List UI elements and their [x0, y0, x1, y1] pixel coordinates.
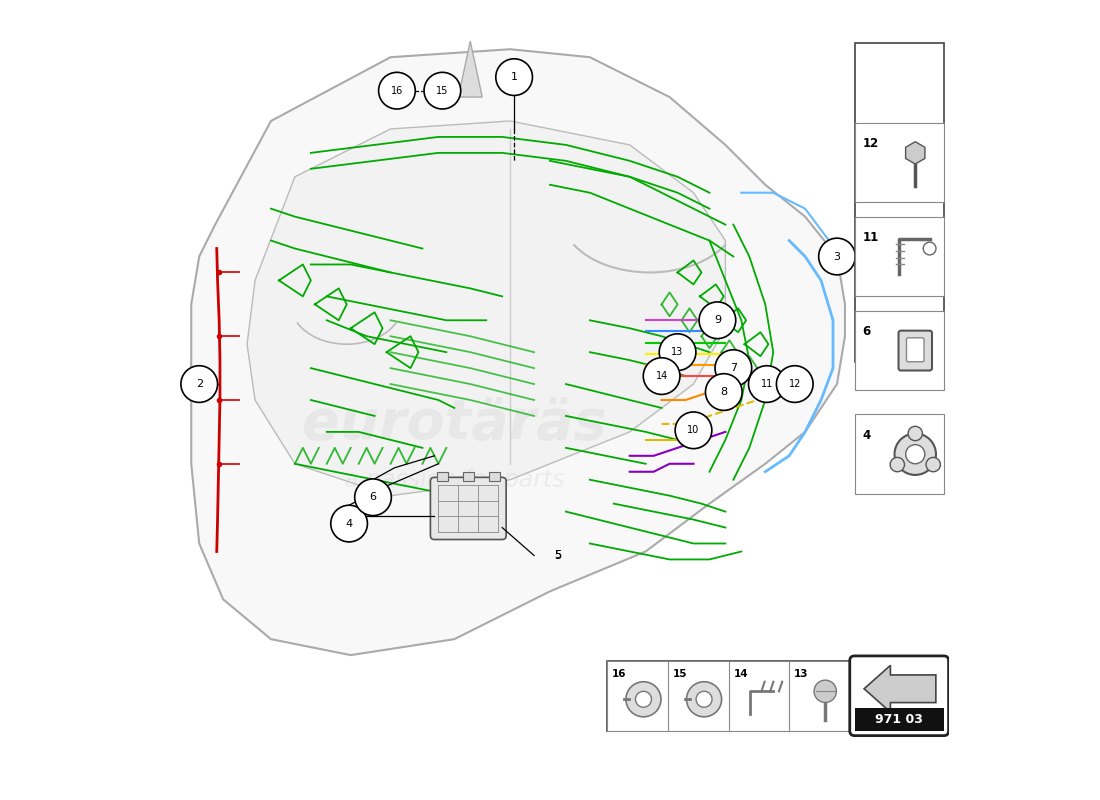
- Circle shape: [424, 72, 461, 109]
- Circle shape: [894, 434, 936, 475]
- Circle shape: [705, 374, 742, 410]
- Text: 12: 12: [862, 137, 879, 150]
- Circle shape: [496, 58, 532, 95]
- Bar: [855, 122, 944, 202]
- Circle shape: [748, 366, 785, 402]
- Text: 971 03: 971 03: [876, 713, 923, 726]
- Polygon shape: [905, 142, 925, 164]
- Text: 12: 12: [789, 379, 801, 389]
- Circle shape: [818, 238, 856, 275]
- FancyBboxPatch shape: [850, 656, 948, 736]
- Circle shape: [715, 350, 751, 386]
- Circle shape: [626, 682, 661, 717]
- Polygon shape: [248, 121, 725, 496]
- Text: 9: 9: [714, 315, 720, 326]
- FancyBboxPatch shape: [430, 478, 506, 539]
- Circle shape: [378, 72, 416, 109]
- Bar: [789, 661, 851, 731]
- Circle shape: [644, 358, 680, 394]
- Text: eurotäräs: eurotäräs: [302, 397, 606, 451]
- Circle shape: [905, 445, 925, 464]
- Bar: [855, 414, 944, 494]
- Polygon shape: [865, 666, 936, 712]
- Text: 10: 10: [688, 426, 700, 435]
- Circle shape: [777, 366, 813, 402]
- Circle shape: [354, 479, 392, 515]
- Circle shape: [696, 691, 712, 707]
- Bar: [607, 661, 670, 731]
- Text: 6: 6: [370, 492, 376, 502]
- Text: 16: 16: [390, 86, 403, 96]
- Bar: [607, 661, 856, 731]
- Circle shape: [331, 506, 367, 542]
- Text: 8: 8: [720, 387, 727, 397]
- Circle shape: [923, 242, 936, 255]
- Text: 6: 6: [862, 325, 871, 338]
- Circle shape: [909, 426, 923, 441]
- Text: 11: 11: [862, 231, 879, 244]
- Text: 15: 15: [437, 86, 449, 96]
- Circle shape: [926, 458, 940, 472]
- Polygon shape: [191, 50, 845, 655]
- Bar: [855, 43, 944, 362]
- Circle shape: [636, 691, 651, 707]
- Text: 5: 5: [554, 549, 562, 562]
- Text: 13: 13: [794, 669, 808, 678]
- Circle shape: [700, 302, 736, 338]
- Text: 1: 1: [510, 72, 518, 82]
- Text: 16: 16: [613, 669, 627, 678]
- Text: 5: 5: [554, 550, 561, 561]
- Text: 11: 11: [761, 379, 773, 389]
- Circle shape: [814, 680, 836, 702]
- Text: 13: 13: [671, 347, 684, 357]
- FancyBboxPatch shape: [906, 338, 924, 362]
- Text: 14: 14: [656, 371, 668, 381]
- Bar: [728, 661, 791, 731]
- Bar: [463, 472, 474, 482]
- Text: 2: 2: [196, 379, 202, 389]
- Circle shape: [659, 334, 696, 370]
- Bar: [855, 708, 944, 731]
- Bar: [855, 310, 944, 390]
- Bar: [488, 472, 499, 482]
- Text: 4: 4: [345, 518, 353, 529]
- Text: 15: 15: [673, 669, 688, 678]
- Text: a passion for parts: a passion for parts: [344, 468, 564, 492]
- FancyBboxPatch shape: [899, 330, 932, 370]
- Polygon shape: [459, 42, 482, 97]
- Bar: [668, 661, 730, 731]
- Text: 14: 14: [734, 669, 748, 678]
- Text: 4: 4: [862, 429, 871, 442]
- Text: 3: 3: [834, 251, 840, 262]
- Circle shape: [890, 458, 904, 472]
- Circle shape: [180, 366, 218, 402]
- Text: 7: 7: [729, 363, 737, 373]
- Bar: [437, 472, 448, 482]
- Circle shape: [686, 682, 722, 717]
- Bar: [855, 217, 944, 296]
- Circle shape: [675, 412, 712, 449]
